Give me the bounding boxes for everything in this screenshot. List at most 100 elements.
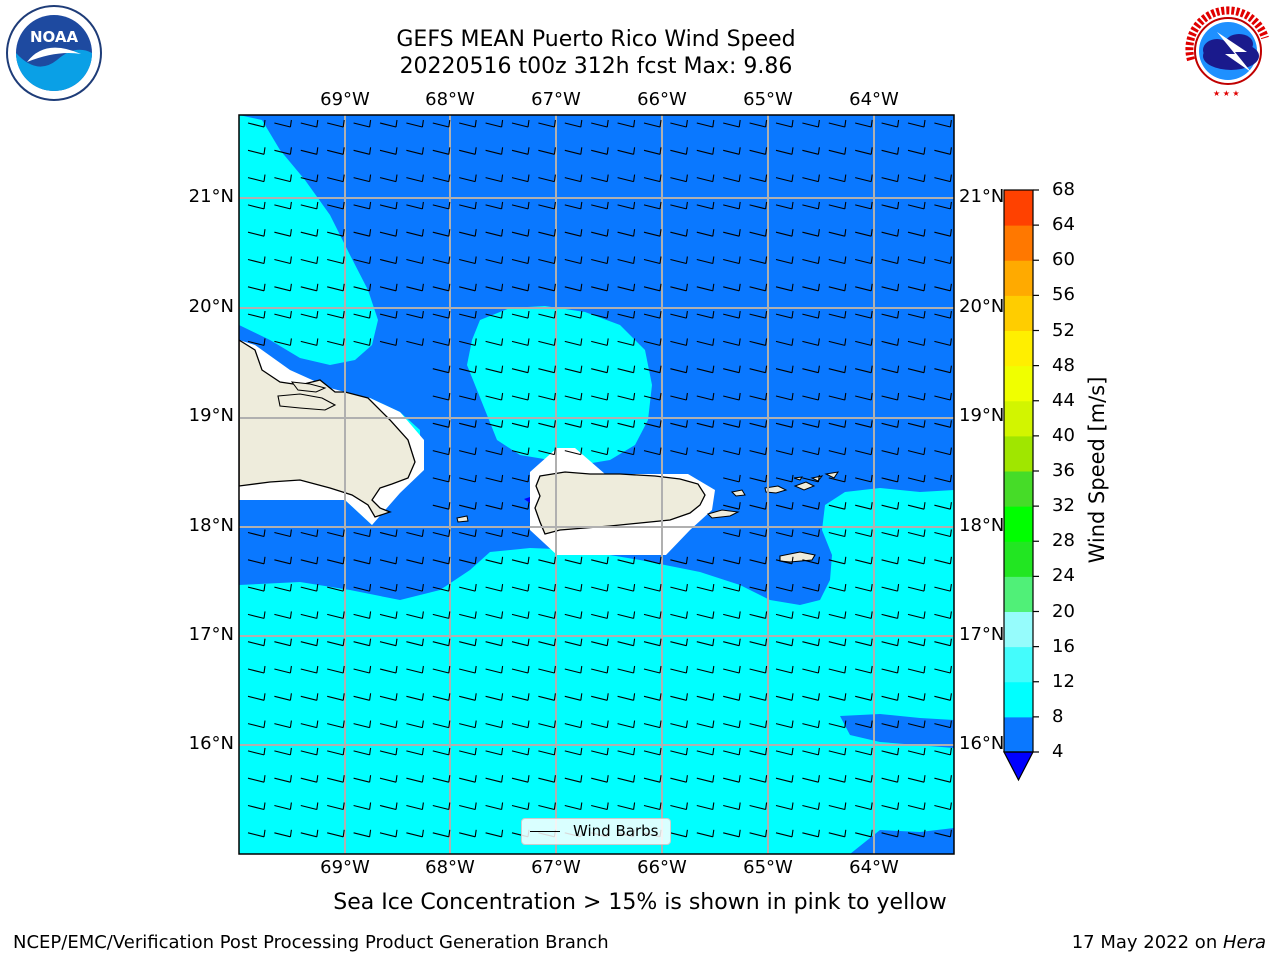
wind-barb <box>617 638 636 647</box>
wind-barb <box>749 638 768 647</box>
wind-barb <box>459 338 477 346</box>
wind-barb <box>775 584 794 592</box>
colorbar-segment <box>1004 611 1033 648</box>
wind-barb <box>459 665 477 674</box>
wind-barb <box>907 338 926 346</box>
wind-barb <box>775 201 794 210</box>
wind-barb <box>696 584 715 592</box>
lon-label: 64°W <box>849 89 899 110</box>
wind-barb <box>934 174 952 183</box>
wind-barb <box>485 311 504 319</box>
wind-barb <box>934 365 952 374</box>
wind-barb <box>511 119 530 128</box>
wind-barb <box>855 665 873 674</box>
wind-barb <box>934 229 952 237</box>
wind-barb <box>379 584 398 592</box>
wind-barb <box>643 447 662 456</box>
wind-barb <box>247 829 266 838</box>
wind-barb <box>511 338 530 346</box>
wind-barb <box>907 283 926 292</box>
wind-barb <box>907 502 926 510</box>
wind-barb <box>300 747 319 756</box>
wind-barb <box>670 747 688 756</box>
wind-barb <box>379 556 398 565</box>
wind-barb <box>538 147 556 155</box>
moderate-wind-region-northwest <box>239 115 378 365</box>
wind-barb <box>591 119 609 128</box>
wind-barb <box>934 802 952 811</box>
wind-barb <box>459 229 477 237</box>
wind-barb <box>775 174 794 183</box>
wind-barb <box>723 447 741 456</box>
wind-barb <box>406 747 424 756</box>
wind-barb <box>934 665 952 674</box>
wind-barb <box>459 611 477 619</box>
wind-barb <box>670 584 688 592</box>
wind-barb <box>300 256 319 265</box>
wind-barb <box>643 775 662 783</box>
wind-barb <box>274 556 292 565</box>
wind-barb <box>538 775 556 783</box>
wind-barb <box>274 775 292 783</box>
map-subtitle: 20220516 t00z 312h fcst Max: 9.86 <box>399 54 793 79</box>
wind-barb <box>749 747 768 756</box>
wind-barb <box>643 229 662 237</box>
wind-barb <box>775 802 794 811</box>
wind-barb <box>828 311 847 319</box>
wind-barb <box>327 229 345 237</box>
colorbar-segment <box>1004 716 1033 753</box>
wind-barb <box>353 229 372 237</box>
wind-barb <box>855 201 873 210</box>
wind-barb <box>564 147 583 155</box>
wind-barb <box>643 338 662 346</box>
wind-barb <box>485 775 504 783</box>
wind-barb <box>643 174 662 183</box>
wind-barb <box>511 311 530 319</box>
colorbar-tick-label: 16 <box>1052 635 1075 657</box>
wind-barb <box>353 338 372 346</box>
wind-barb <box>670 420 688 428</box>
wind-barb <box>591 392 609 401</box>
wind-barb <box>564 392 583 401</box>
wind-barb <box>643 420 662 428</box>
wind-barb <box>617 311 636 319</box>
wind-barb <box>696 229 715 237</box>
wind-barb <box>406 693 424 701</box>
wind-barb <box>723 747 741 756</box>
wind-barb <box>802 720 820 729</box>
wind-barb <box>907 311 926 319</box>
wind-barb <box>432 311 451 319</box>
wind-barb <box>643 638 662 647</box>
lon-label: 68°W <box>425 89 475 110</box>
wind-barb <box>723 420 741 428</box>
wind-barb <box>670 283 688 292</box>
wind-barb <box>907 474 926 483</box>
wind-barb <box>511 174 530 183</box>
wind-barb <box>538 611 556 619</box>
wind-barb <box>670 775 688 783</box>
wind-barb <box>485 365 504 374</box>
wind-barb <box>696 447 715 456</box>
wind-barb <box>591 584 609 592</box>
wind-barb <box>696 311 715 319</box>
wind-barb <box>934 584 952 592</box>
wind-barb <box>247 775 266 783</box>
wind-barb <box>432 256 451 265</box>
wind-barb <box>670 256 688 265</box>
wind-barb <box>591 802 609 811</box>
lon-label: 67°W <box>531 857 581 878</box>
wind-barb <box>247 147 266 155</box>
wind-barb <box>327 638 345 647</box>
wind-barb <box>617 584 636 592</box>
wind-barb <box>696 747 715 756</box>
wind-barb <box>327 693 345 701</box>
wind-barb <box>802 447 820 456</box>
wind-barb <box>432 229 451 237</box>
wind-barb <box>907 365 926 374</box>
colorbar-segment <box>1004 681 1033 718</box>
colorbar-tick-label: 12 <box>1052 670 1075 692</box>
wind-barb <box>353 775 372 783</box>
wind-barb <box>696 420 715 428</box>
lat-label: 20°N <box>188 296 234 317</box>
wind-barb <box>907 829 926 838</box>
